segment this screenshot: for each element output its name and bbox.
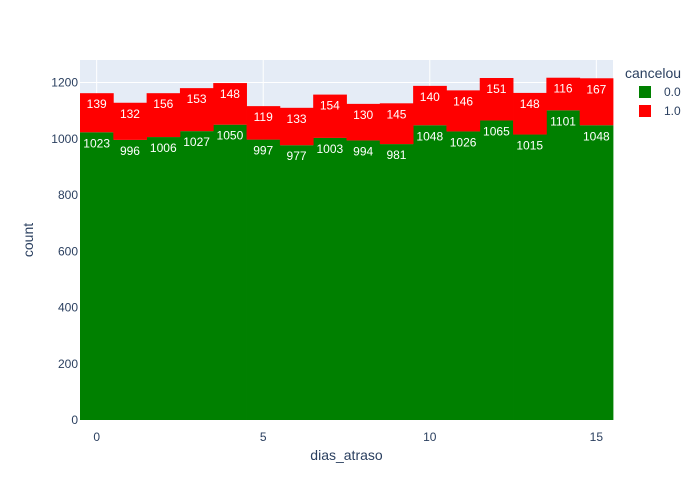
bar-cancelou-0.0-x9 xyxy=(379,144,414,420)
bar-value-label: 151 xyxy=(486,82,506,96)
bar-value-label: 997 xyxy=(253,144,273,158)
bar-cancelou-1.0-x3 xyxy=(179,88,214,132)
bar-cancelou-1.0-x8 xyxy=(346,103,381,141)
x-tick-label: 5 xyxy=(260,430,267,444)
bar-value-label: 1003 xyxy=(316,142,343,156)
bar-cancelou-0.0-x13 xyxy=(513,134,547,420)
bar-value-label: 1101 xyxy=(550,114,576,128)
bar-cancelou-0.0-x6 xyxy=(279,145,314,420)
legend-swatch xyxy=(639,105,651,117)
bar-cancelou-0.0-x11 xyxy=(446,131,481,420)
bar-cancelou-0.0-x2 xyxy=(146,137,181,420)
legend: cancelou 0.0 1.0 xyxy=(625,65,681,118)
bar-value-label: 1048 xyxy=(583,129,610,143)
bar-value-label: 1050 xyxy=(217,129,244,143)
bar-cancelou-0.0-x14 xyxy=(546,110,581,420)
bar-value-label: 1027 xyxy=(183,135,210,149)
bar-value-label: 156 xyxy=(153,97,173,111)
bar-cancelou-0.0-x10 xyxy=(413,125,447,420)
legend-item-label: 0.0 xyxy=(664,85,681,99)
bars xyxy=(80,77,614,420)
y-axis-title: count xyxy=(20,223,36,257)
y-tick-label: 200 xyxy=(58,357,78,371)
bar-cancelou-1.0-x6 xyxy=(279,107,314,146)
bar-value-label: 1065 xyxy=(483,124,510,138)
bar-value-label: 1026 xyxy=(450,135,477,149)
bar-cancelou-0.0-x1 xyxy=(113,139,148,420)
bar-value-label: 130 xyxy=(353,108,373,122)
bar-value-label: 1015 xyxy=(516,139,543,153)
bar-value-label: 132 xyxy=(120,107,140,121)
bar-value-label: 167 xyxy=(586,82,606,96)
bar-cancelou-0.0-x3 xyxy=(179,131,214,420)
x-axis-ticks: 0 5 10 15 xyxy=(93,430,603,444)
bar-cancelou-1.0-x1 xyxy=(113,102,148,140)
y-tick-label: 0 xyxy=(71,413,78,427)
bar-value-label: 119 xyxy=(254,110,273,124)
bar-cancelou-1.0-x2 xyxy=(146,93,181,138)
bar-value-label: 140 xyxy=(420,90,440,104)
bar-cancelou-0.0-x8 xyxy=(346,140,381,420)
bar-value-label: 977 xyxy=(287,149,307,163)
bar-cancelou-0.0-x4 xyxy=(213,124,247,420)
bar-cancelou-0.0-x0 xyxy=(80,132,114,420)
bar-value-label: 146 xyxy=(453,94,473,108)
bar-cancelou-0.0-x5 xyxy=(246,139,281,420)
bar-value-label: 994 xyxy=(353,144,373,158)
bar-cancelou-1.0-x7 xyxy=(313,94,347,138)
bar-value-label: 1023 xyxy=(83,136,110,150)
bar-cancelou-1.0-x13 xyxy=(513,92,547,135)
bar-value-label: 1006 xyxy=(150,141,177,155)
bar-value-label: 153 xyxy=(187,92,207,106)
bar-cancelou-1.0-x15 xyxy=(579,78,614,126)
bar-cancelou-1.0-x5 xyxy=(246,106,281,140)
y-axis-ticks: 0 200 400 600 800 1000 1200 xyxy=(51,76,78,428)
bar-value-label: 116 xyxy=(553,82,572,96)
x-axis-title: dias_atraso xyxy=(310,447,383,463)
legend-swatch xyxy=(639,86,651,98)
bar-labels: 1023 996 1006 1027 1050 997 977 1003 994 981 1048 1… xyxy=(83,82,610,164)
bar-cancelou-0.0-x15 xyxy=(579,125,614,420)
bar-cancelou-1.0-x10 xyxy=(413,85,447,126)
bar-cancelou-1.0-x11 xyxy=(446,90,481,132)
bar-value-label: 154 xyxy=(320,99,340,113)
bar-cancelou-1.0-x0 xyxy=(80,93,114,133)
bar-value-label: 1048 xyxy=(416,129,443,143)
bar-cancelou-1.0-x12 xyxy=(479,78,514,121)
bar-cancelou-1.0-x14 xyxy=(546,77,581,111)
bar-value-label: 139 xyxy=(87,97,107,111)
y-tick-label: 600 xyxy=(58,244,78,258)
bar-value-label: 996 xyxy=(120,144,140,158)
x-tick-label: 15 xyxy=(590,430,604,444)
bar-value-label: 145 xyxy=(386,107,406,121)
legend-title: cancelou xyxy=(625,65,681,81)
x-tick-label: 10 xyxy=(423,430,437,444)
y-tick-label: 1200 xyxy=(51,76,78,90)
bar-value-label: 133 xyxy=(287,112,307,126)
x-tick-label: 0 xyxy=(93,430,100,444)
bar-value-label: 148 xyxy=(520,97,540,111)
bar-cancelou-0.0-x7 xyxy=(313,137,347,420)
bar-value-label: 148 xyxy=(220,87,240,101)
y-tick-label: 1000 xyxy=(51,132,78,146)
y-tick-label: 800 xyxy=(58,188,78,202)
bar-cancelou-1.0-x4 xyxy=(213,83,247,125)
bar-cancelou-1.0-x9 xyxy=(379,103,414,145)
y-tick-label: 400 xyxy=(58,301,78,315)
bar-cancelou-0.0-x12 xyxy=(479,120,514,420)
bar-value-label: 981 xyxy=(386,148,406,162)
legend-item-label: 1.0 xyxy=(664,104,681,118)
